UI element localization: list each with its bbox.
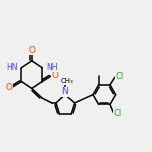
Text: Cl: Cl — [116, 72, 124, 81]
Text: O: O — [5, 83, 12, 92]
Text: NH: NH — [46, 62, 58, 72]
Text: N: N — [62, 87, 68, 96]
Text: Cl: Cl — [113, 109, 122, 118]
Text: O: O — [28, 46, 35, 55]
Text: CH₃: CH₃ — [60, 78, 73, 84]
Text: O: O — [52, 71, 59, 81]
Text: HN: HN — [6, 62, 17, 72]
